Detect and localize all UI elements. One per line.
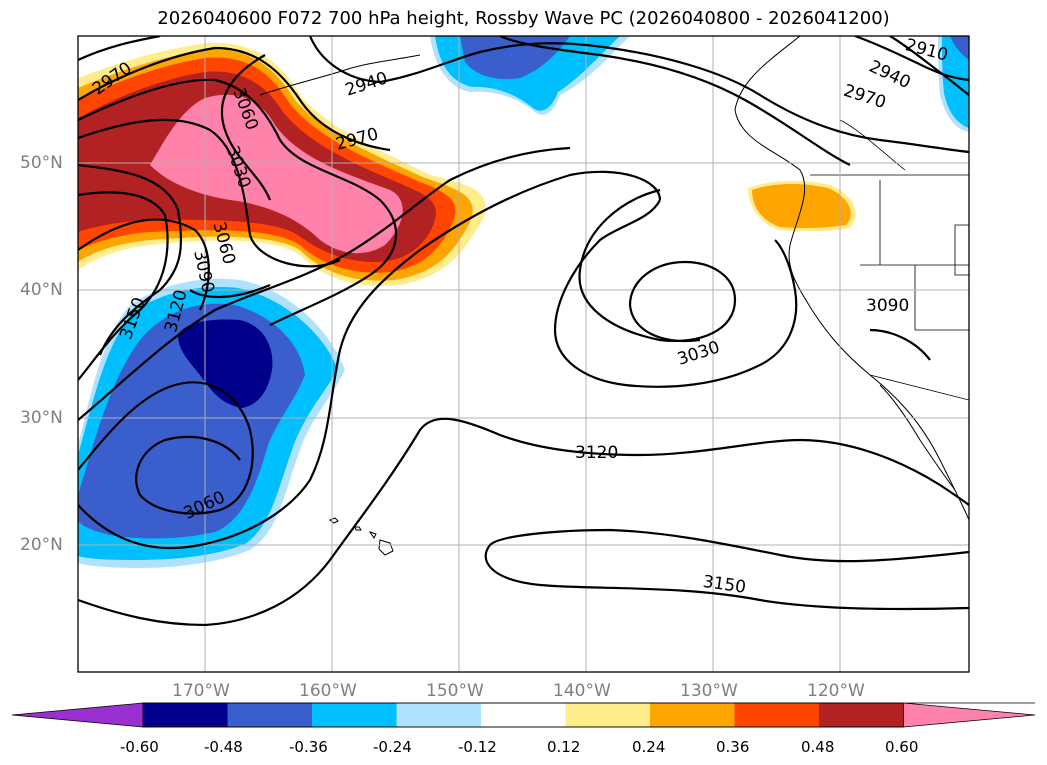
colorbar-tick-label: -0.12: [458, 738, 497, 756]
lon-label-140w: 140°W: [553, 681, 611, 701]
colorbar-swatch: [734, 703, 819, 727]
lon-label-150w: 150°W: [426, 681, 484, 701]
map-frame: [77, 35, 970, 673]
lon-label-120w: 120°W: [807, 681, 865, 701]
colorbar-tick-label: 0.36: [716, 738, 750, 756]
colorbar-tick-label: 0.12: [547, 738, 581, 756]
lat-label-40n: 40°N: [20, 280, 63, 300]
colorbar-tick-label: -0.60: [120, 738, 159, 756]
negative-anomaly-north: [430, 36, 969, 132]
colorbar-lower-extension: [12, 703, 143, 727]
colorbar-tick-label: 0.60: [885, 738, 919, 756]
colorbar-tick-label: -0.36: [289, 738, 328, 756]
colorbar-swatch: [481, 703, 566, 727]
contour-label: 3090: [866, 296, 909, 316]
lon-label-130w: 130°W: [680, 681, 738, 701]
height-contours: [78, 36, 969, 627]
lat-label-30n: 30°N: [20, 408, 63, 428]
colorbar-tick-label: 0.48: [801, 738, 835, 756]
colorbar-swatch: [312, 703, 397, 727]
negative-anomaly-south: [78, 278, 345, 568]
lat-label-20n: 20°N: [20, 535, 63, 555]
colorbar-swatch: [396, 703, 481, 727]
colorbar-swatch: [143, 703, 228, 727]
colorbar-swatch: [819, 703, 904, 727]
lon-label-170w: 170°W: [172, 681, 230, 701]
colorbar-upper-extension: [903, 703, 1035, 727]
lat-label-50n: 50°N: [20, 153, 63, 173]
map-title: 2026040600 F072 700 hPa height, Rossby W…: [157, 8, 890, 29]
colorbar-tick-label: -0.24: [373, 738, 412, 756]
contour-label: 3120: [575, 443, 618, 463]
colorbar: [11, 702, 1036, 728]
colorbar-swatch: [227, 703, 312, 727]
lon-label-160w: 160°W: [299, 681, 357, 701]
colorbar-swatch: [565, 703, 650, 727]
colorbar-tick-label: 0.24: [632, 738, 666, 756]
graticule: [78, 36, 969, 672]
colorbar-tick-label: -0.48: [204, 738, 243, 756]
colorbar-swatch: [650, 703, 735, 727]
